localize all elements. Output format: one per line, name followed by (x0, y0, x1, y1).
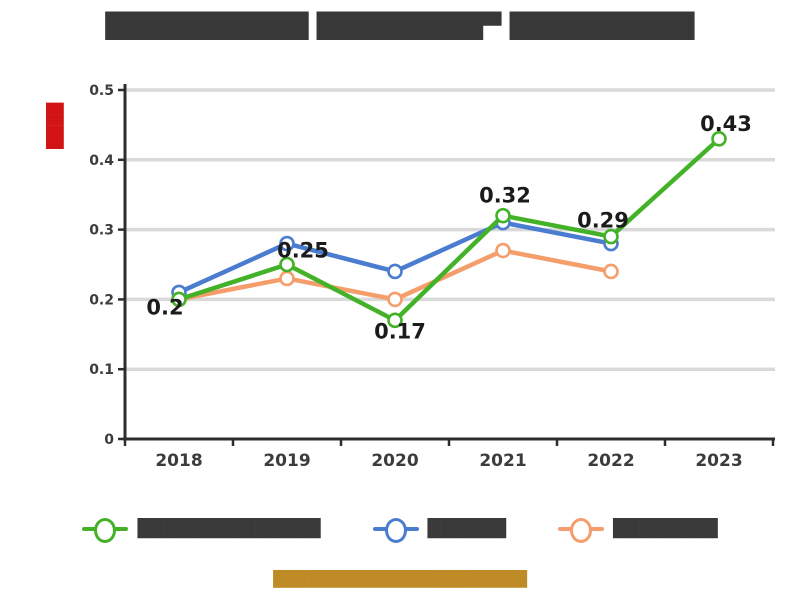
legend: ██████████████ ██████ ████████ (0, 516, 800, 543)
legend-item-label: ██████ (427, 518, 506, 539)
y-axis-tick-label: 0.3 (89, 223, 114, 239)
y-axis-tick-label: 0.4 (89, 153, 114, 169)
legend-item: ██████████████ (82, 516, 321, 543)
y-axis-tick-label: 0.5 (89, 83, 114, 99)
legend-series-marker-icon (372, 516, 419, 543)
legend-series-marker-icon (82, 516, 129, 543)
y-axis-tick-label: 0.2 (89, 292, 114, 308)
data-point-label: 0.32 (479, 184, 531, 208)
data-point-label: 0.2 (146, 295, 183, 319)
data-point-marker-series-2 (495, 242, 511, 259)
data-point-label: 0.25 (277, 239, 329, 263)
data-point-marker-series-0 (279, 256, 295, 273)
data-point-marker-series-0 (495, 207, 511, 224)
data-point-label: 0.43 (700, 112, 752, 136)
chart-title: ███████████ █████████▀ ██████████ (105, 12, 695, 40)
data-point-marker-series-2 (387, 291, 403, 308)
legend-item-label: ████████ (612, 518, 718, 539)
data-point-marker-series-0 (603, 228, 619, 245)
x-axis-tick-label: 2022 (587, 451, 634, 471)
data-point-marker-series-0 (387, 312, 403, 329)
data-point-label: 0.29 (577, 209, 629, 233)
plot-area: 0.5 0.4 0.3 0.2 0.1 0 2018 2019 2020 2021 2022 2023… (89, 83, 775, 471)
legend-series-marker-icon (557, 516, 604, 543)
source-caption: ██████████████████████ (273, 570, 527, 588)
x-axis-tick-label: 2020 (371, 451, 418, 471)
y-axis-tick-label: 0 (104, 432, 114, 448)
legend-item: ████████ (557, 516, 718, 543)
x-axis-tick-label: 2023 (695, 451, 742, 471)
data-point-marker-series-1 (387, 263, 403, 280)
data-point-label: 0.17 (374, 319, 426, 343)
data-point-marker-series-2 (603, 263, 619, 280)
data-point-marker-series-0 (171, 291, 187, 308)
x-axis-tick-label: 2019 (263, 451, 310, 471)
data-point-marker-series-2 (279, 270, 295, 287)
legend-item: ██████ (372, 516, 506, 543)
data-point-marker-series-0 (711, 131, 727, 147)
data-point-marker-series-1 (279, 235, 295, 252)
x-axis-tick-label: 2018 (155, 451, 202, 471)
legend-item-label: ██████████████ (137, 518, 321, 539)
y-axis-tick-label: 0.1 (89, 362, 114, 378)
x-axis-tick-label: 2021 (479, 451, 526, 471)
series-line-0 (176, 136, 722, 323)
